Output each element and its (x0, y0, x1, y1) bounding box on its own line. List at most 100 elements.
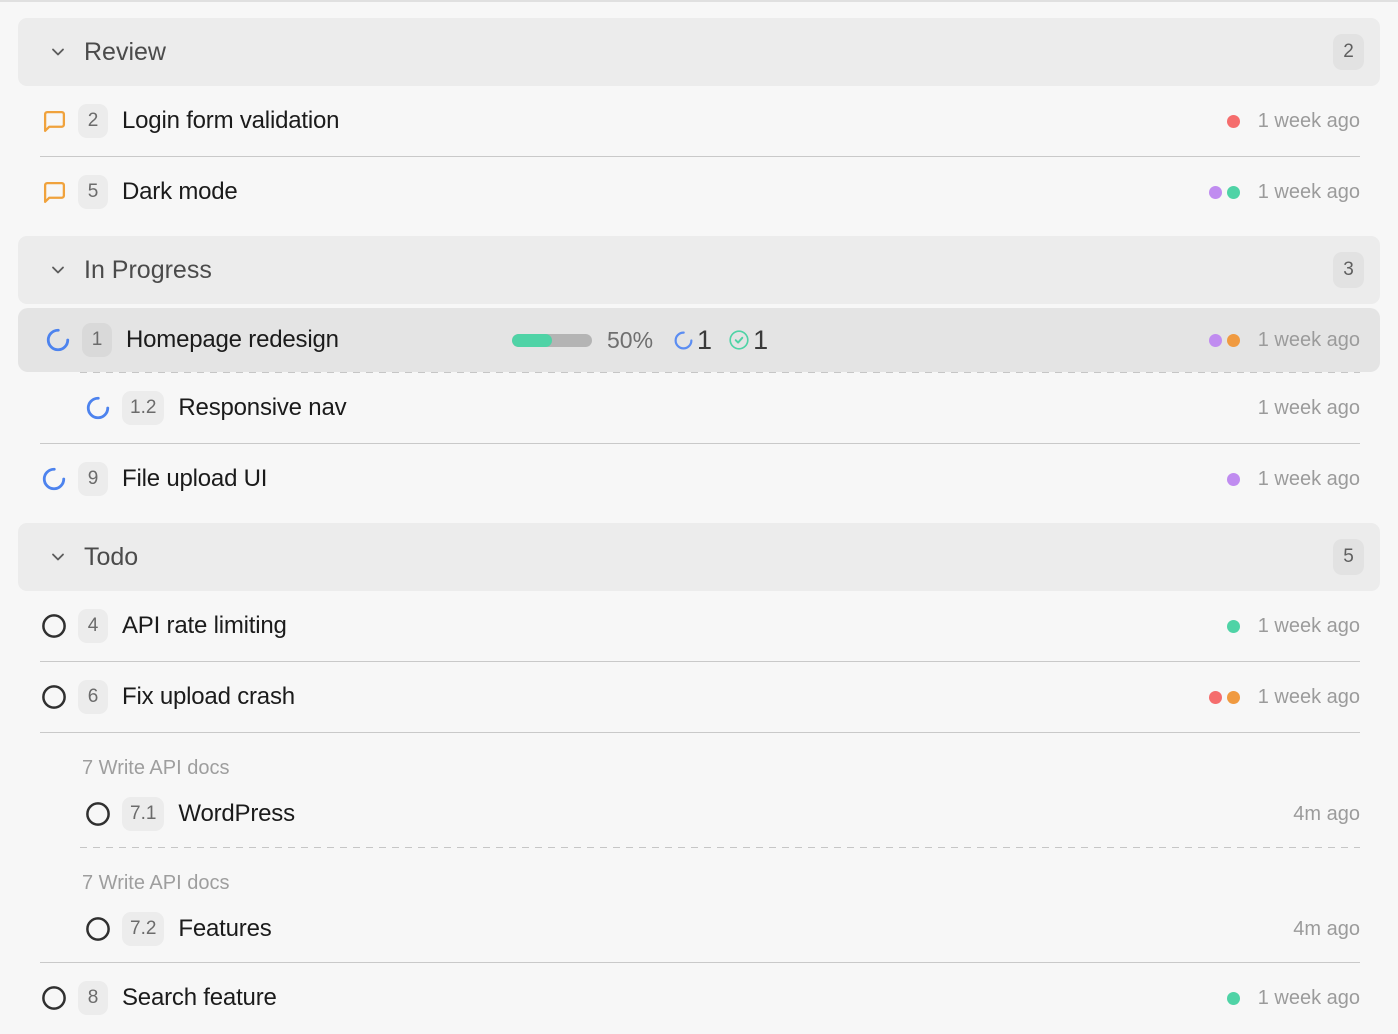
in-progress-icon[interactable] (44, 327, 72, 353)
task-title: Features (178, 915, 272, 942)
divider-dashed (80, 372, 1360, 373)
label-dot (1226, 619, 1240, 633)
todo-circle-icon[interactable] (40, 985, 68, 1011)
task-row-file-upload-ui[interactable]: 9 File upload UI 1 week ago (0, 444, 1398, 514)
divider (40, 443, 1360, 444)
task-id-badge: 7.2 (122, 912, 165, 946)
chevron-down-icon (48, 260, 68, 280)
task-id-badge: 2 (78, 104, 108, 138)
task-title: Search feature (122, 984, 277, 1011)
task-id-badge: 1 (82, 323, 112, 357)
task-title: Login form validation (122, 107, 340, 134)
label-dot (1208, 690, 1222, 704)
parent-task-reference: 7 Write API docs (82, 872, 230, 894)
label-dot (1226, 690, 1240, 704)
section-header-todo[interactable]: Todo 5 (18, 523, 1380, 591)
label-dot (1226, 114, 1240, 128)
subtask-count: 1 (673, 325, 712, 356)
label-dot (1226, 991, 1240, 1005)
divider-dashed (80, 847, 1360, 848)
subtask-group: 7 Write API docs 7.1 WordPress 4m ago (0, 733, 1398, 847)
progress-group: 50% 1 1 (512, 308, 768, 372)
task-id-badge: 6 (78, 680, 108, 714)
section-header-in-progress[interactable]: In Progress 3 (18, 236, 1380, 304)
task-row-dark-mode[interactable]: 5 Dark mode 1 week ago (0, 157, 1398, 227)
check-circle-icon (728, 329, 750, 351)
section-count-badge: 5 (1333, 539, 1364, 575)
timestamp: 1 week ago (1257, 467, 1360, 490)
label-dot (1226, 472, 1240, 486)
timestamp: 1 week ago (1257, 328, 1360, 351)
task-row-wordpress[interactable]: 7.1 WordPress 4m ago (0, 781, 1398, 847)
task-id-badge: 5 (78, 175, 108, 209)
parent-task-reference: 7 Write API docs (82, 757, 230, 779)
task-id-badge: 7.1 (122, 797, 165, 831)
section-count-badge: 3 (1333, 252, 1364, 288)
label-dots (1226, 619, 1240, 633)
spinner-icon (673, 330, 694, 351)
subtask-count-value: 1 (697, 324, 713, 355)
label-dots (1208, 333, 1240, 347)
label-dots (1226, 991, 1240, 1005)
task-title: Fix upload crash (122, 683, 295, 710)
top-border (0, 0, 1398, 2)
timestamp: 1 week ago (1257, 614, 1360, 637)
todo-circle-icon[interactable] (40, 684, 68, 710)
timestamp: 4m ago (1293, 917, 1360, 940)
timestamp: 4m ago (1293, 802, 1360, 825)
task-id-badge: 4 (78, 609, 108, 643)
task-row-responsive-nav[interactable]: 1.2 Responsive nav 1 week ago (0, 373, 1398, 443)
label-dot (1208, 333, 1222, 347)
todo-circle-icon[interactable] (40, 613, 68, 639)
progress-bar-fill (512, 333, 552, 347)
task-row-api-rate-limiting[interactable]: 4 API rate limiting 1 week ago (0, 591, 1398, 661)
task-title: Homepage redesign (126, 326, 339, 353)
task-row-features[interactable]: 7.2 Features 4m ago (0, 896, 1398, 962)
in-progress-icon[interactable] (84, 395, 112, 421)
task-row-search-feature[interactable]: 8 Search feature 1 week ago (0, 963, 1398, 1033)
section-count-badge: 2 (1333, 34, 1364, 70)
divider (40, 962, 1360, 963)
todo-circle-icon[interactable] (84, 801, 112, 827)
progress-percent: 50% (607, 326, 654, 353)
subtask-group: 7 Write API docs 7.2 Features 4m ago (0, 848, 1398, 962)
done-count-value: 1 (753, 324, 769, 355)
in-progress-icon[interactable] (40, 466, 68, 492)
label-dots (1208, 185, 1240, 199)
label-dots (1226, 472, 1240, 486)
task-row-login-form-validation[interactable]: 2 Login form validation 1 week ago (0, 86, 1398, 156)
timestamp: 1 week ago (1257, 685, 1360, 708)
chevron-down-icon (48, 42, 68, 62)
chevron-down-icon (48, 547, 68, 567)
divider (40, 661, 1360, 662)
label-dot (1226, 333, 1240, 347)
section-title: Todo (84, 542, 139, 571)
section-title: Review (84, 37, 166, 66)
task-title: API rate limiting (122, 612, 287, 639)
label-dot (1226, 185, 1240, 199)
label-dots (1208, 690, 1240, 704)
task-title: Dark mode (122, 178, 238, 205)
todo-circle-icon[interactable] (84, 916, 112, 942)
section-header-review[interactable]: Review 2 (18, 18, 1380, 86)
progress-bar (512, 333, 592, 347)
task-row-homepage-redesign[interactable]: 1 Homepage redesign 50% 1 1 1 week ago (18, 308, 1380, 372)
comment-icon[interactable] (40, 109, 68, 134)
task-id-badge: 1.2 (122, 391, 165, 425)
section-title: In Progress (84, 255, 212, 284)
task-id-badge: 9 (78, 462, 108, 496)
task-title: Responsive nav (178, 394, 347, 421)
timestamp: 1 week ago (1257, 109, 1360, 132)
task-title: File upload UI (122, 465, 268, 492)
label-dot (1208, 185, 1222, 199)
timestamp: 1 week ago (1257, 986, 1360, 1009)
timestamp: 1 week ago (1257, 396, 1360, 419)
done-count: 1 (728, 325, 768, 356)
task-title: WordPress (178, 800, 295, 827)
label-dots (1226, 114, 1240, 128)
task-row-fix-upload-crash[interactable]: 6 Fix upload crash 1 week ago (0, 662, 1398, 732)
task-id-badge: 8 (78, 981, 108, 1015)
comment-icon[interactable] (40, 180, 68, 205)
timestamp: 1 week ago (1257, 180, 1360, 203)
divider (40, 156, 1360, 157)
